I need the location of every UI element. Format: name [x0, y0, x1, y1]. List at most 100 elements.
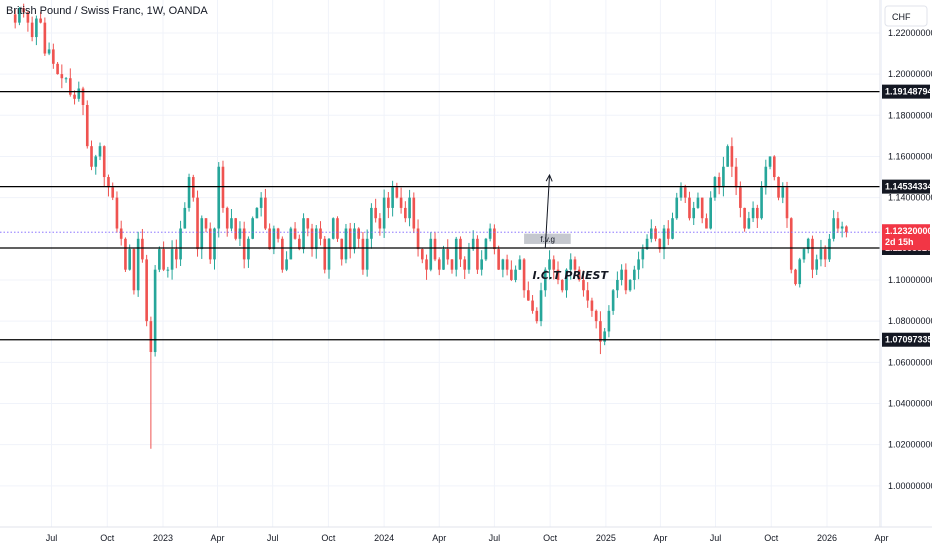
candle-body	[124, 238, 127, 270]
candle-body	[480, 259, 483, 270]
candle-body	[115, 197, 119, 229]
x-tick-label: Oct	[321, 533, 336, 543]
candle-body	[132, 249, 136, 291]
candle-body	[285, 259, 288, 270]
candle-body	[450, 259, 454, 270]
countdown-label: 2d 15h	[885, 237, 914, 247]
candle-body	[789, 218, 793, 270]
candle-body	[845, 226, 848, 233]
x-axis[interactable]: Jul Oct 2023 Apr Jul Oct 2024 Apr Jul Oct 2025 Apr J…	[46, 533, 889, 543]
candle-body	[94, 156, 98, 167]
candle-body	[628, 279, 632, 291]
candle-body	[645, 238, 649, 250]
level-price-label: 1.19148794	[885, 87, 932, 97]
y-tick-label: 1.06000000	[888, 357, 932, 367]
candle-body	[459, 238, 462, 260]
candle-body	[573, 259, 577, 270]
candle-body	[158, 249, 161, 270]
candle-body	[624, 269, 628, 291]
y-tick-label: 1.08000000	[888, 316, 932, 326]
candle-body	[136, 238, 140, 291]
candle-body	[238, 228, 242, 239]
current-price-tag	[882, 224, 930, 251]
candle-body	[183, 207, 187, 229]
candle-body	[391, 187, 394, 208]
candle-body	[348, 228, 352, 250]
candle-body	[408, 197, 411, 219]
candle-body	[747, 218, 751, 229]
candle-body	[153, 269, 157, 353]
candle-body	[717, 177, 721, 188]
candle-body	[836, 218, 840, 229]
candle-body	[488, 228, 492, 239]
candle-body	[739, 187, 742, 208]
candle-body	[658, 238, 662, 250]
candle-body	[196, 197, 199, 250]
candle-body	[200, 218, 204, 250]
candle-body	[709, 197, 712, 229]
levels: 1.191487941.145343341.115538271.07097335…	[0, 84, 932, 347]
y-axis[interactable]: 1.22000000 1.20000000 1.18000000 1.16000000…	[888, 28, 932, 491]
candle-body	[510, 269, 513, 280]
candle-body	[306, 218, 310, 229]
candle-body	[344, 228, 348, 260]
candle-body	[582, 279, 585, 291]
candle-body	[420, 249, 424, 260]
candle-body	[463, 259, 467, 270]
candle-body	[671, 218, 674, 239]
candles	[13, 3, 848, 449]
candle-body	[64, 78, 68, 80]
candle-body	[552, 259, 556, 270]
candle-body	[531, 300, 534, 311]
candle-body	[484, 238, 488, 260]
candle-body	[811, 238, 814, 270]
candle-body	[501, 259, 505, 270]
x-tick-label: Oct	[764, 533, 779, 543]
level-price-tag	[882, 332, 930, 347]
x-tick-label: 2025	[596, 533, 616, 543]
x-tick-label: Oct	[543, 533, 558, 543]
candle-body	[437, 259, 441, 270]
x-tick-label: Jul	[489, 533, 501, 543]
y-tick-label: 1.18000000	[888, 110, 932, 120]
candle-body	[620, 269, 623, 280]
candle-body	[293, 228, 297, 239]
candle-body	[505, 259, 509, 270]
candle-body	[310, 228, 314, 250]
candle-body	[599, 321, 602, 342]
candle-body	[594, 310, 598, 322]
candle-body	[26, 12, 30, 23]
candle-body	[590, 300, 594, 311]
candle-body	[39, 18, 42, 23]
candle-body	[208, 228, 212, 260]
candle-body	[467, 249, 471, 270]
x-tick-label: Apr	[653, 533, 667, 543]
candle-body	[416, 228, 420, 250]
candle-body	[378, 218, 382, 229]
candle-body	[234, 218, 238, 239]
x-tick-label: Jul	[710, 533, 722, 543]
annotation-text[interactable]: I.C.T PRIEST	[533, 269, 610, 282]
candle-body	[102, 146, 106, 178]
currency-button[interactable]: CHF	[884, 5, 928, 27]
candle-body	[543, 269, 547, 291]
candle-body	[365, 238, 369, 270]
candle-body	[722, 166, 725, 188]
y-tick-label: 1.22000000	[888, 28, 932, 38]
candle-body	[705, 218, 708, 229]
candle-body	[73, 94, 76, 99]
arrow-line[interactable]	[544, 174, 551, 249]
candle-body	[781, 187, 785, 198]
candle-body	[518, 259, 522, 270]
candle-body	[412, 197, 416, 229]
candle-body	[556, 269, 560, 280]
candle-body	[187, 177, 191, 208]
candle-body	[616, 279, 619, 291]
candle-body	[522, 259, 526, 291]
candle-body	[43, 22, 47, 54]
candle-body	[535, 310, 539, 322]
y-tick-label: 1.10000000	[888, 275, 932, 285]
fvg-box[interactable]	[524, 233, 571, 244]
